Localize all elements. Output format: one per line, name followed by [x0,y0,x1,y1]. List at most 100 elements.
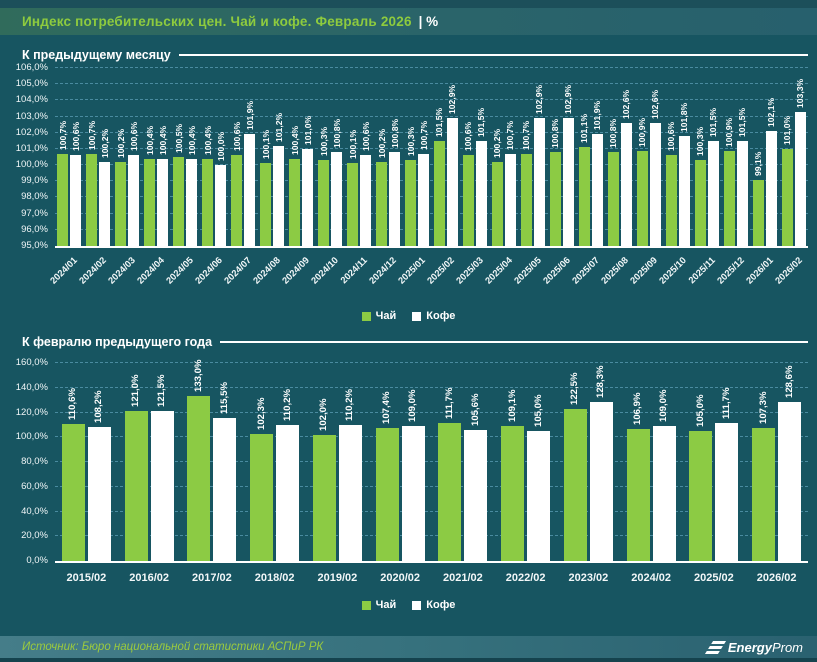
bar-tea [86,153,98,246]
bar-tea [694,160,706,246]
section-header-monthly: К предыдущему месяцу [22,48,808,62]
bar-value-label: 100,8% [550,119,561,149]
bar-value-label: 110,6% [67,388,79,421]
energyprom-logo-text: EnergyProm [727,639,803,655]
bar-value-label: 101,9% [244,101,255,131]
y-axis-tick-label: 20,0% [21,530,48,542]
bar-coffee [128,155,140,246]
bar-value-label: 100,3% [405,127,416,157]
bar-value-label: 100,6% [231,122,242,152]
bar-value-label: 100,2% [115,128,126,158]
y-axis-tick-label: 95,0% [21,240,48,251]
bar-coffee [99,161,111,246]
bar-coffee [527,431,551,561]
bar-coffee [464,430,488,561]
bar-coffee [794,111,806,246]
bar-tea [250,434,274,561]
y-axis-tick-label: 140,0% [15,381,48,393]
legend-tea-label: Чай [375,310,397,322]
bar-value-label: 109,0% [407,389,419,423]
bar-value-label: 100,6% [360,122,371,152]
bar-coffee [276,424,300,561]
y-axis-tick-label: 120,0% [15,406,48,418]
energyprom-logo-icon [704,640,726,654]
bar-value-label: 102,3% [255,397,267,431]
x-axis-tick-label: 2022/02 [505,572,546,584]
x-axis-tick-label: 2023/02 [568,572,609,584]
bar-tea [689,431,713,561]
grid-line [55,362,808,363]
top-strip [0,0,817,8]
bar-value-label: 102,9% [563,85,574,115]
bar-value-label: 100,8% [389,119,400,149]
bar-coffee [213,418,237,561]
bar-tea [752,428,776,561]
bar-tea [501,426,525,561]
bar-value-label: 100,4% [202,125,213,155]
bar-tea [144,158,156,246]
chart-monthly: 95,0% 96,0% 97,0% 98,0% 99,0% 100,0% 101,0% 102… [16,62,808,294]
bar-value-label: 100,9% [724,117,735,147]
bar-coffee [620,123,632,246]
bar-value-label: 100,2% [492,128,503,158]
x-axis-tick-label: 2024/02 [631,572,671,584]
bar-value-label: 106,9% [632,392,644,425]
plot-area: 0,0% 20,0% 40,0% 60,0% 80,0% 100,0% 120,0% 140,… [16,357,808,584]
grid-line [55,510,808,512]
bar-tea [187,396,211,561]
y-axis-tick-label: 101,0% [15,142,48,154]
bar-tea [723,150,735,246]
bar-value-label: 100,7% [418,120,429,150]
x-axis-tick-label: 2018/02 [254,572,295,584]
y-axis-tick-label: 160,0% [15,357,48,368]
bar-value-label: 100,1% [260,130,271,160]
bar-coffee [150,410,174,561]
bar-coffee [715,422,739,561]
bar-value-label: 100,4% [157,125,168,155]
grid-line [55,485,808,487]
chart-yearly: 0,0% 20,0% 40,0% 60,0% 80,0% 100,0% 120,0% 140,… [16,357,808,587]
tea-swatch-icon [361,311,371,321]
source-note: Источник: Бюро национальной статистики А… [22,641,324,653]
x-axis-tick-label: 2026/02 [756,572,797,584]
bar-tea [231,155,243,246]
grid-line [55,411,808,413]
x-axis-tick-label: 2025/02 [693,572,734,584]
bar-coffee [302,148,314,246]
grid-line [55,115,808,117]
legend-monthly: Чай Кофе [0,310,817,322]
bar-value-label: 103,3% [795,78,806,108]
bar-coffee [649,123,661,246]
bar-value-label: 100,6% [128,122,139,152]
y-axis-tick-label: 102,0% [15,126,48,138]
y-axis-tick-label: 105,0% [15,78,48,90]
bar-value-label: 101,0% [302,115,313,145]
bar-tea [438,422,462,561]
y-axis-tick-label: 98,0% [21,191,48,203]
bar-tea [289,158,301,246]
legend-yearly: Чай Кофе [0,599,817,611]
bar-value-label: 110,2% [344,388,356,421]
bar-value-label: 101,2% [273,112,284,142]
coffee-swatch-icon [412,311,422,321]
y-axis-tick-label: 97,0% [21,207,48,219]
bar-tea [626,428,650,561]
bar-tea [124,411,148,561]
bar-coffee [504,153,516,246]
bar-value-label: 109,1% [506,389,518,422]
y-axis-tick-label: 103,0% [15,110,48,122]
energyprom-logo: EnergyProm [704,639,803,655]
bar-value-label: 128,6% [783,365,795,398]
bar-coffee [418,153,430,246]
bar-value-label: 102,1% [766,97,777,128]
bar-tea [636,150,648,246]
bar-value-label: 100,5% [173,123,184,153]
legend-item-tea: Чай [361,310,397,322]
bar-tea [781,148,793,246]
bar-coffee [533,118,545,246]
bar-tea [57,153,69,246]
bar-value-label: 115,5% [218,382,230,415]
grid-line [55,131,808,133]
bar-value-label: 100,2% [99,128,110,158]
